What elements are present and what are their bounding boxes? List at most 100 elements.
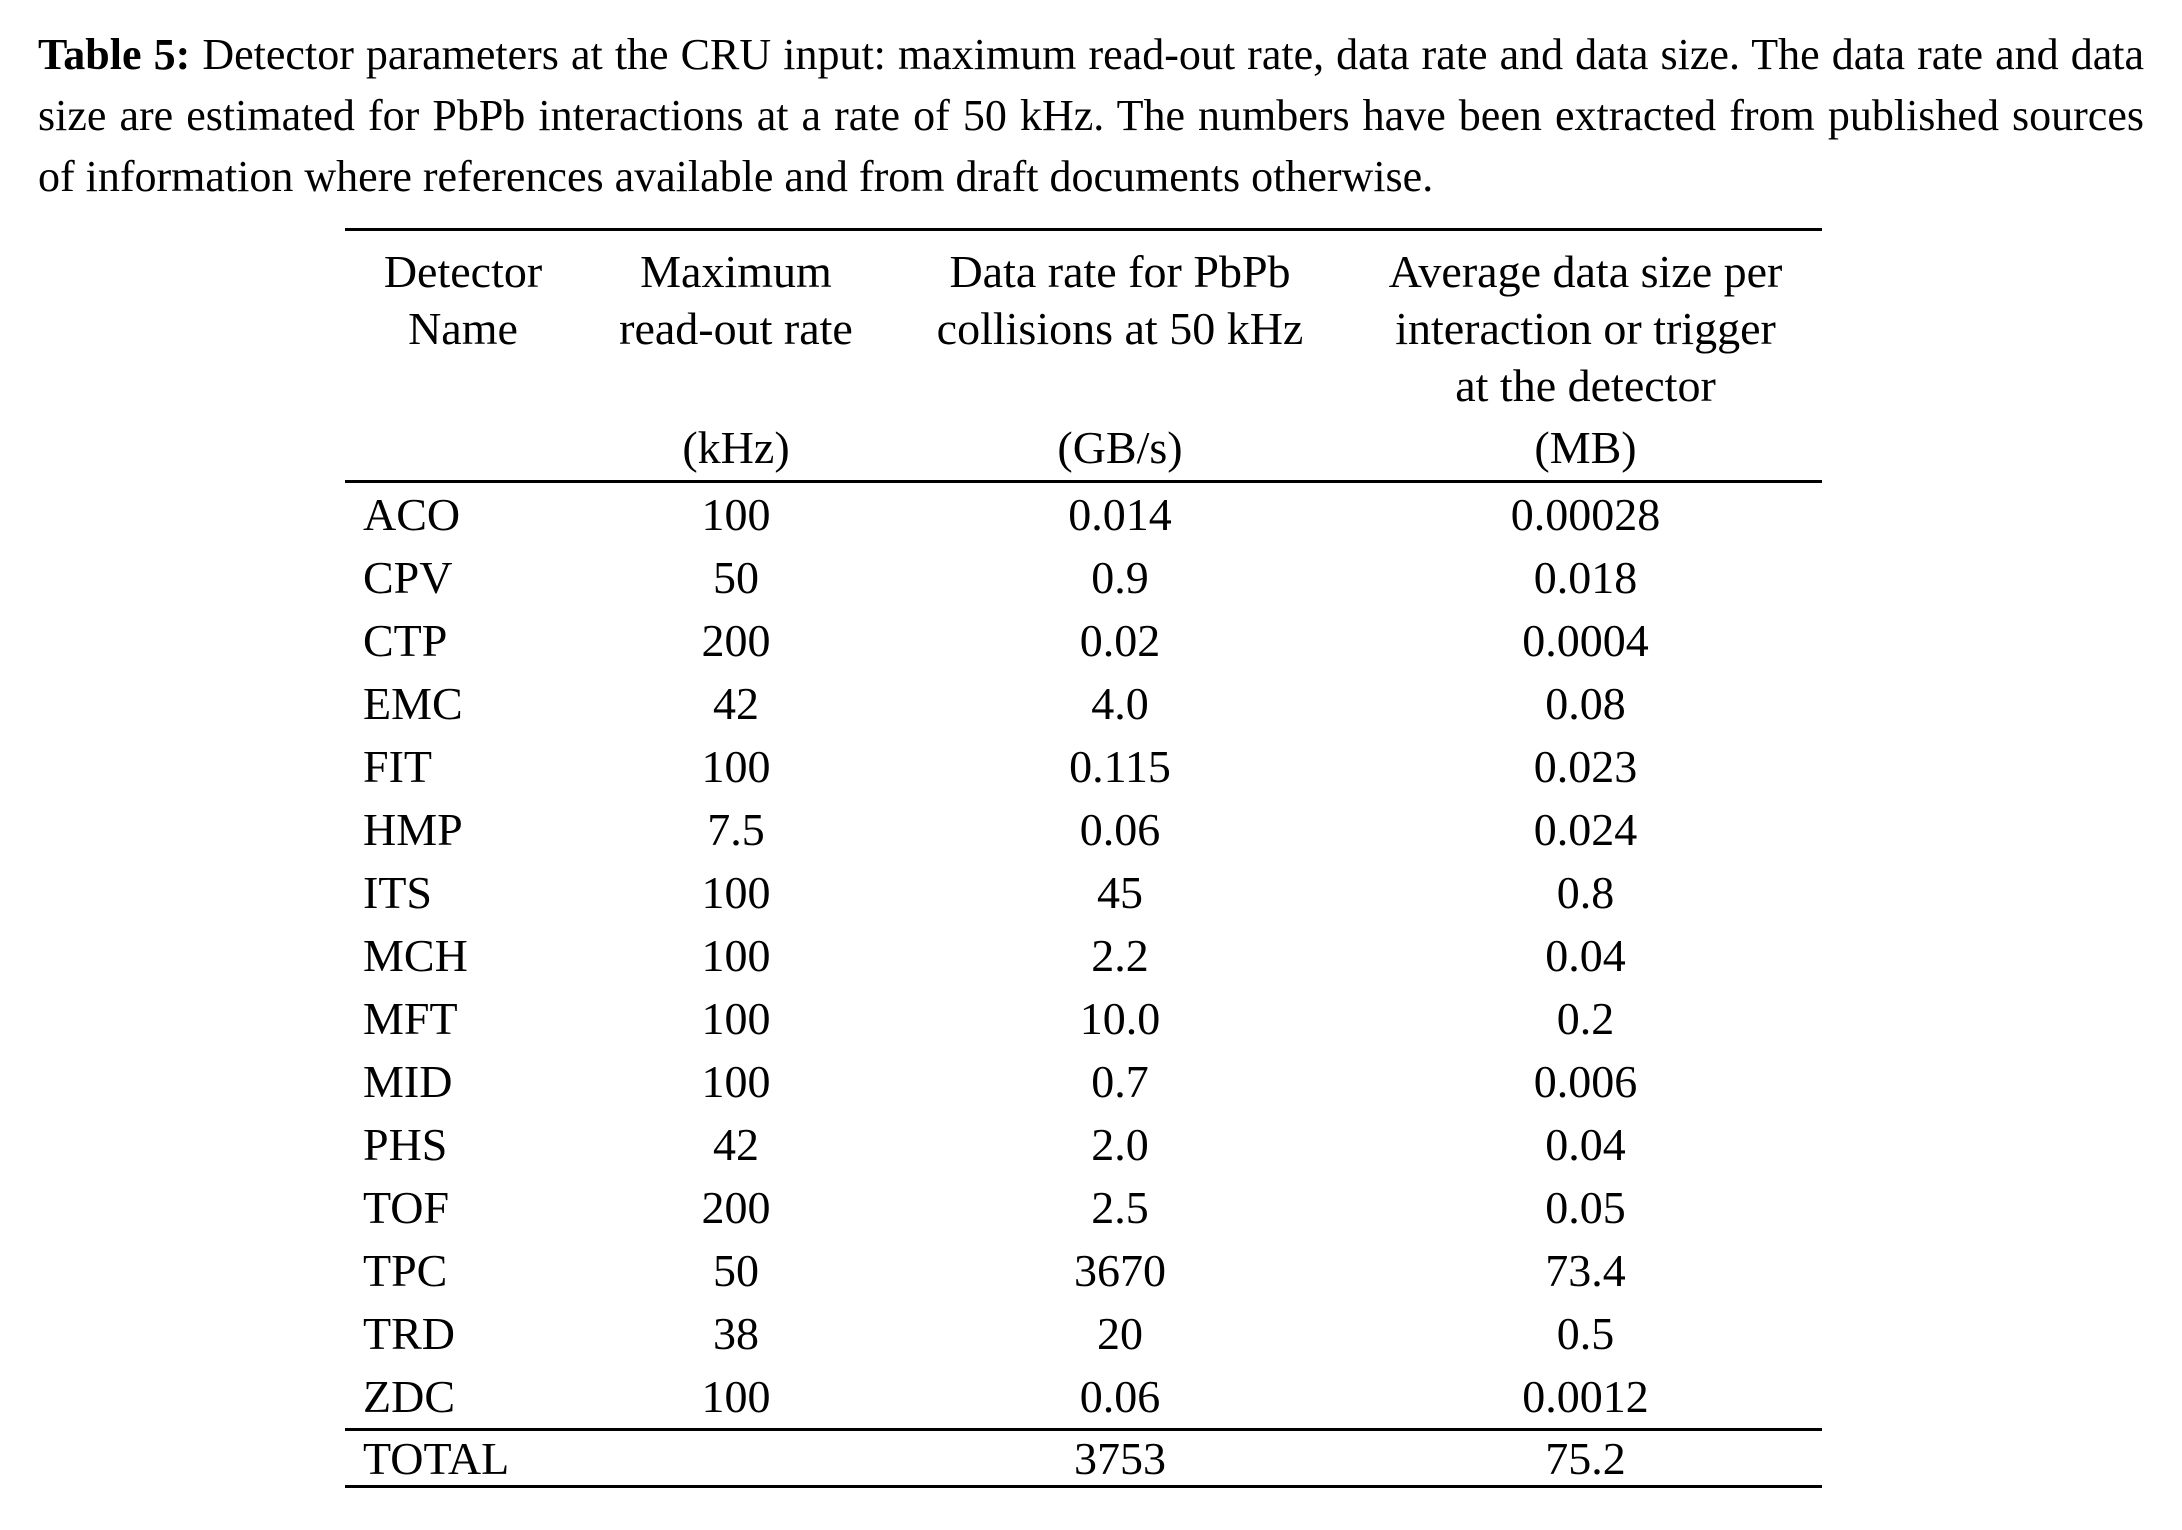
table-row: MFT 100 10.0 0.2	[345, 987, 1822, 1050]
detector-name-cell: ITS	[363, 867, 432, 918]
value-cell: 0.006	[1533, 1056, 1638, 1107]
value-cell: 100	[701, 1371, 771, 1422]
column-unit-2: (GB/s)	[891, 414, 1349, 483]
table-row: TRD 38 20 0.5	[345, 1302, 1822, 1365]
value-cell: 42	[713, 678, 759, 729]
header-units-row: (kHz) (GB/s) (MB)	[345, 414, 1822, 483]
value-cell: 100	[701, 489, 771, 540]
value-cell: 200	[701, 1182, 771, 1233]
column-title-0: Detector Name	[345, 230, 581, 415]
value-cell: 0.04	[1545, 930, 1626, 981]
caption-text: Detector parameters at the CRU input: ma…	[38, 30, 2145, 201]
detector-name-cell: ACO	[363, 489, 461, 540]
value-cell: 0.00028	[1510, 489, 1661, 540]
table-row: EMC 42 4.0 0.08	[345, 672, 1822, 735]
value-cell: 3670	[1074, 1245, 1166, 1296]
table-row: MCH 100 2.2 0.04	[345, 924, 1822, 987]
column-title-line: Maximum	[640, 246, 832, 297]
value-cell: 0.115	[1069, 741, 1171, 792]
value-cell: 200	[701, 615, 771, 666]
table-caption: Table 5: Detector parameters at the CRU …	[38, 24, 2144, 207]
table-row: CPV 50 0.9 0.018	[345, 546, 1822, 609]
value-cell: 0.023	[1533, 741, 1638, 792]
detector-name-cell: PHS	[363, 1119, 448, 1170]
value-cell: 2.5	[1091, 1182, 1149, 1233]
column-title-line: Average data size per	[1388, 246, 1783, 297]
column-unit-0	[345, 414, 581, 483]
column-title-2: Data rate for PbPb collisions at 50 kHz	[891, 230, 1349, 415]
value-cell: 7.5	[707, 804, 765, 855]
value-cell: 0.06	[1079, 1371, 1161, 1422]
table-body: ACO 100 0.014 0.00028 CPV 50 0.9 0.018 CTP 200 0.0…	[345, 482, 1822, 1430]
detector-name-cell: MFT	[363, 993, 458, 1044]
value-cell: 2.2	[1091, 930, 1149, 981]
total-label-cell: TOTAL	[345, 1428, 581, 1488]
value-cell: 50	[713, 1245, 759, 1296]
detector-name-cell: ZDC	[363, 1371, 455, 1422]
detector-name-cell: CPV	[363, 552, 453, 603]
value-cell: 73.4	[1545, 1245, 1626, 1296]
value-cell: 20	[1097, 1308, 1143, 1359]
value-cell: 100	[701, 741, 771, 792]
table-row: HMP 7.5 0.06 0.024	[345, 798, 1822, 861]
table-row: TPC 50 3670 73.4	[345, 1239, 1822, 1302]
value-cell: 0.8	[1556, 867, 1615, 918]
column-title-1: Maximum read-out rate	[581, 230, 891, 415]
detector-name-cell: TOF	[363, 1182, 450, 1233]
value-cell: 50	[713, 552, 759, 603]
table-row: ACO 100 0.014 0.00028	[345, 482, 1822, 547]
caption-label: Table 5:	[38, 30, 191, 79]
detector-name-cell: CTP	[363, 615, 448, 666]
value-cell: 42	[713, 1119, 759, 1170]
value-cell: 38	[713, 1308, 759, 1359]
total-value-cell	[581, 1428, 891, 1488]
value-cell: 0.018	[1533, 552, 1638, 603]
value-cell: 0.9	[1091, 552, 1149, 603]
value-cell: 0.5	[1556, 1308, 1615, 1359]
value-cell: 0.02	[1079, 615, 1161, 666]
column-title-line: Detector	[383, 246, 543, 297]
table-row: TOF 200 2.5 0.05	[345, 1176, 1822, 1239]
value-cell: 0.7	[1091, 1056, 1149, 1107]
value-cell: 100	[701, 1056, 771, 1107]
value-cell: 4.0	[1091, 678, 1149, 729]
column-unit-1: (kHz)	[581, 414, 891, 483]
table-row: CTP 200 0.02 0.0004	[345, 609, 1822, 672]
detector-parameters-table: Detector Name Maximum read-out rate Data rat…	[345, 228, 1822, 1488]
detector-name-cell: EMC	[363, 678, 463, 729]
value-cell: 0.0004	[1522, 615, 1649, 666]
value-cell: 100	[701, 993, 771, 1044]
detector-name-cell: MID	[363, 1056, 453, 1107]
detector-name-cell: TRD	[363, 1308, 455, 1359]
column-title-line: at the detector	[1455, 360, 1716, 411]
detector-name-cell: MCH	[363, 930, 468, 981]
column-title-line: Name	[408, 303, 518, 354]
table-row: ITS 100 45 0.8	[345, 861, 1822, 924]
value-cell: 0.024	[1533, 804, 1638, 855]
table-row: FIT 100 0.115 0.023	[345, 735, 1822, 798]
detector-name-cell: FIT	[363, 741, 432, 792]
column-title-line: read-out rate	[619, 303, 853, 354]
column-title-line: Data rate for PbPb	[949, 246, 1291, 297]
value-cell: 45	[1097, 867, 1143, 918]
value-cell: 10.0	[1079, 993, 1161, 1044]
header-title-row: Detector Name Maximum read-out rate Data rat…	[345, 230, 1822, 415]
value-cell: 0.06	[1079, 804, 1161, 855]
value-cell: 0.0012	[1522, 1371, 1649, 1422]
column-title-3: Average data size per interaction or trig…	[1349, 230, 1822, 415]
table-header: Detector Name Maximum read-out rate Data rat…	[345, 230, 1822, 483]
total-value-cell: 3753	[891, 1428, 1349, 1488]
value-cell: 100	[701, 930, 771, 981]
column-title-line: collisions at 50 kHz	[936, 303, 1304, 354]
value-cell: 0.014	[1068, 489, 1172, 540]
table-row: ZDC 100 0.06 0.0012	[345, 1365, 1822, 1430]
total-value-cell: 75.2	[1349, 1428, 1822, 1488]
value-cell: 0.04	[1545, 1119, 1626, 1170]
column-unit-3: (MB)	[1349, 414, 1822, 483]
value-cell: 0.2	[1556, 993, 1615, 1044]
column-title-line: interaction or trigger	[1395, 303, 1776, 354]
table-row: MID 100 0.7 0.006	[345, 1050, 1822, 1113]
table-row: PHS 42 2.0 0.04	[345, 1113, 1822, 1176]
value-cell: 100	[701, 867, 771, 918]
